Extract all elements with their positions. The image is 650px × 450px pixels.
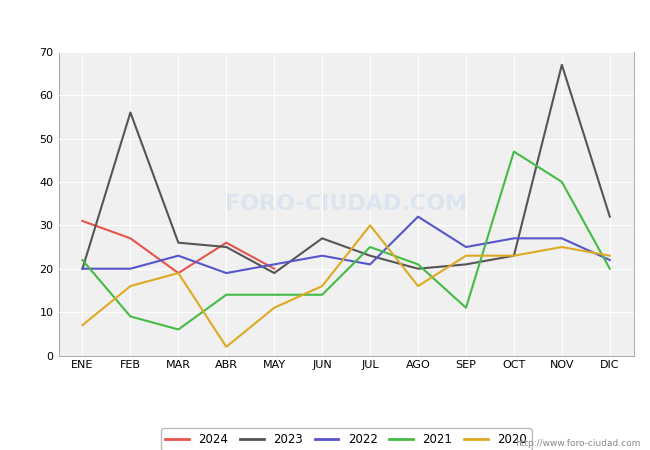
Text: FORO-CIUDAD.COM: FORO-CIUDAD.COM: [225, 194, 467, 214]
Legend: 2024, 2023, 2022, 2021, 2020: 2024, 2023, 2022, 2021, 2020: [161, 428, 532, 450]
Text: Matriculaciones de Vehículos en Calasparra: Matriculaciones de Vehículos en Calaspar…: [144, 17, 506, 35]
Text: http://www.foro-ciudad.com: http://www.foro-ciudad.com: [515, 439, 640, 448]
